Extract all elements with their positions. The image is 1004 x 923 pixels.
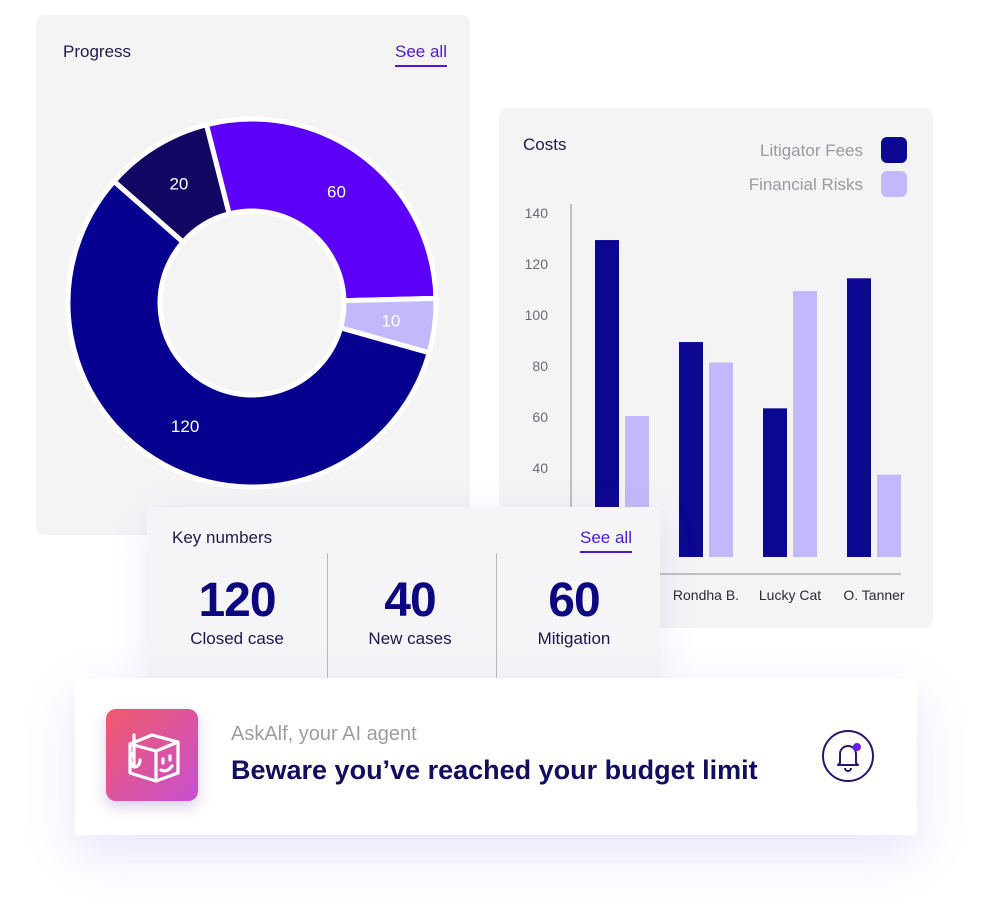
key-number-new-cases: 40 New cases: [325, 577, 495, 649]
key-numbers-title: Key numbers: [172, 528, 273, 547]
progress-see-all-link[interactable]: See all: [395, 42, 447, 67]
key-number-label: New cases: [368, 629, 452, 648]
costs-card: 40 60 80 100 120 140 Rondha B. Lucky Cat O. Tann…: [499, 108, 933, 628]
donut-slice-label: 60: [327, 182, 346, 201]
x-tick-label: Lucky Cat: [759, 587, 821, 603]
costs-bar-chart: 40 60 80 100 120 140 Rondha B. Lucky Cat O. Tann…: [525, 204, 905, 603]
agent-name: AskAlf, your AI agent: [231, 723, 417, 745]
bar: [793, 291, 817, 557]
legend-financial-risks: Financial Risks: [748, 175, 863, 194]
bell-notification-icon[interactable]: [821, 729, 875, 783]
legend-litigator-fees: Litigator Fees: [760, 141, 863, 160]
donut-slice: [65, 177, 433, 490]
donut-slice-label: 20: [169, 175, 188, 194]
progress-title: Progress: [63, 42, 132, 61]
bar: [709, 362, 733, 557]
y-tick-label: 60: [532, 409, 548, 425]
bar: [877, 474, 901, 557]
key-number-value: 60: [548, 574, 600, 627]
x-tick-label: Rondha B.: [673, 587, 739, 603]
bar: [847, 278, 871, 557]
askalf-app-icon: [106, 709, 198, 801]
key-number-value: 40: [384, 574, 436, 627]
donut-slice-label: 10: [381, 311, 400, 330]
divider: [327, 553, 328, 682]
x-tick-label: O. Tanner: [843, 587, 905, 603]
bar: [595, 240, 619, 558]
notification-banner[interactable]: AskAlf, your AI agent Beware you’ve reac…: [75, 678, 917, 835]
key-number-mitigation: 60 Mitigation: [489, 577, 659, 649]
y-tick-label: 140: [525, 205, 549, 221]
divider: [496, 553, 497, 682]
key-numbers-see-all-link[interactable]: See all: [580, 528, 632, 553]
y-tick-label: 100: [525, 307, 549, 323]
progress-card: 20 60 10 120 Progress See all: [36, 15, 470, 535]
bar: [679, 342, 703, 557]
key-number-label: Mitigation: [537, 629, 611, 648]
y-tick-label: 120: [525, 256, 549, 272]
robot-icon: [128, 733, 180, 783]
donut-slice-label: 120: [171, 417, 199, 436]
costs-title: Costs: [523, 135, 567, 154]
y-tick-label: 80: [532, 358, 548, 374]
progress-donut-chart: 20 60 10 120: [65, 116, 439, 490]
legend-swatch-financial-risks: [881, 171, 907, 197]
bar: [763, 408, 787, 557]
key-number-label: Closed case: [190, 629, 284, 648]
legend-swatch-litigator-fees: [881, 137, 907, 163]
key-number-closed-case: 120 Closed case: [152, 577, 322, 649]
key-numbers-card: Key numbers See all 120 Closed case 40 N…: [147, 507, 660, 682]
y-tick-label: 40: [532, 460, 548, 476]
notification-message: Beware you’ve reached your budget limit: [231, 755, 758, 785]
donut-slice: [203, 116, 439, 304]
key-number-value: 120: [198, 574, 276, 627]
